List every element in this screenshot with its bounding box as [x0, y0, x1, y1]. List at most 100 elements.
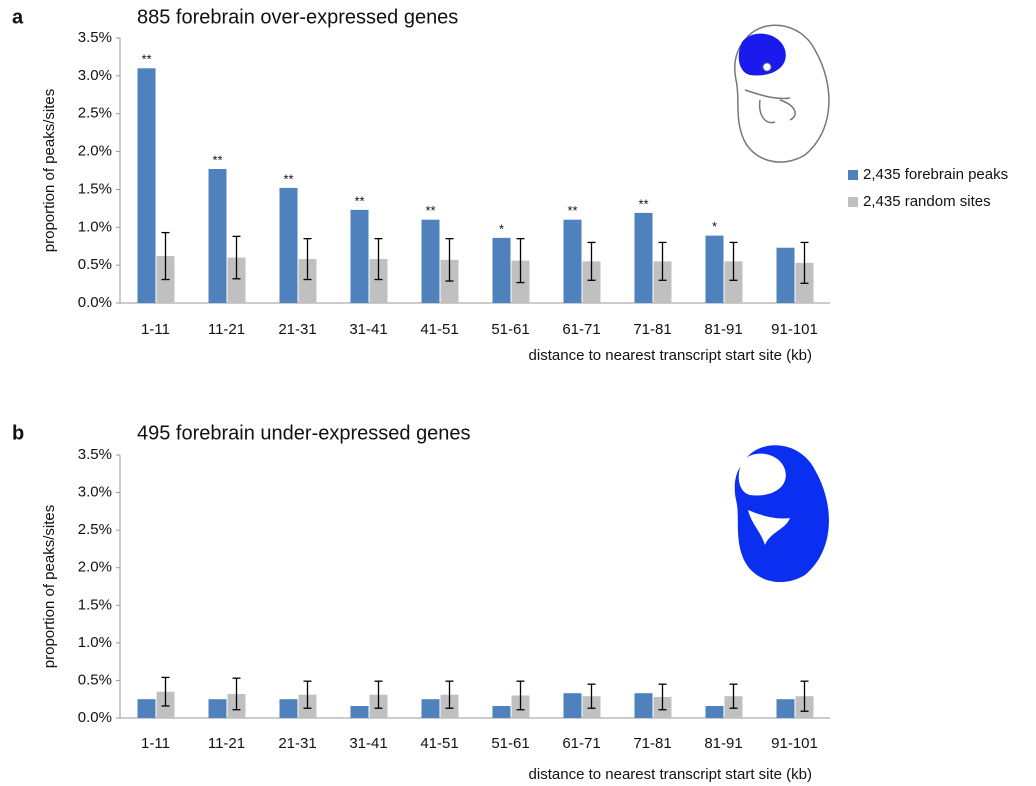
- y-tick-label: 1.0%: [78, 218, 112, 235]
- bar: [137, 699, 156, 718]
- significance-label: **: [638, 196, 648, 211]
- error-bar: [587, 241, 596, 281]
- error-bar: [729, 241, 738, 281]
- error-bar: [729, 683, 738, 709]
- significance-label: *: [499, 221, 504, 236]
- error-bar: [303, 237, 312, 281]
- x-tick-label: 51-61: [491, 735, 529, 752]
- y-tick-label: 3.0%: [78, 484, 112, 501]
- error-bar: [161, 231, 170, 281]
- y-tick-label: 1.0%: [78, 634, 112, 651]
- error-bar: [232, 235, 241, 280]
- x-tick-label: 11-21: [208, 735, 245, 752]
- y-tick-label: 3.0%: [78, 67, 112, 84]
- bar: [421, 219, 440, 303]
- significance-label: **: [354, 193, 364, 208]
- chart-title: 885 forebrain over-expressed genes: [137, 6, 458, 28]
- x-axis-label: distance to nearest transcript start sit…: [529, 766, 812, 783]
- x-tick-label: 71-81: [633, 735, 671, 752]
- x-tick-label: 31-41: [349, 735, 387, 752]
- x-tick-label: 61-71: [562, 735, 600, 752]
- x-tick-label: 61-71: [562, 321, 600, 338]
- significance-label: **: [567, 203, 577, 218]
- x-tick-label: 21-31: [278, 321, 316, 338]
- x-tick-label: 81-91: [704, 321, 742, 338]
- bar: [563, 693, 582, 718]
- x-tick-label: 71-81: [633, 321, 671, 338]
- x-tick-label: 91-101: [771, 321, 818, 338]
- bar: [563, 219, 582, 303]
- x-tick-label: 1-11: [141, 321, 170, 338]
- bar: [208, 699, 227, 718]
- x-tick-label: 31-41: [349, 321, 387, 338]
- y-tick-label: 2.5%: [78, 105, 112, 122]
- bar: [279, 699, 298, 718]
- y-tick-label: 2.0%: [78, 143, 112, 160]
- bar: [492, 705, 511, 718]
- chart-title: 495 forebrain under-expressed genes: [137, 422, 471, 444]
- x-tick-label: 21-31: [278, 735, 316, 752]
- panel-label: a: [12, 6, 24, 28]
- y-tick-label: 0.5%: [78, 256, 112, 273]
- y-tick-label: 0.0%: [78, 709, 112, 726]
- significance-label: **: [283, 171, 293, 186]
- x-tick-label: 41-51: [420, 735, 458, 752]
- x-tick-label: 1-11: [141, 735, 170, 752]
- y-tick-label: 2.0%: [78, 559, 112, 576]
- bar: [653, 261, 672, 303]
- bar: [298, 259, 317, 303]
- error-bar: [374, 680, 383, 709]
- bar: [492, 237, 511, 303]
- error-bar: [658, 683, 667, 711]
- x-tick-label: 11-21: [208, 321, 245, 338]
- x-tick-label: 81-91: [704, 735, 742, 752]
- bar: [350, 705, 369, 718]
- bar: [634, 212, 653, 303]
- x-tick-label: 51-61: [491, 321, 529, 338]
- bar: [705, 705, 724, 718]
- bar: [137, 68, 156, 304]
- bar: [208, 168, 227, 303]
- error-bar: [374, 237, 383, 281]
- y-tick-label: 2.5%: [78, 521, 112, 538]
- legend-label: 2,435 random sites: [863, 193, 991, 210]
- bar: [227, 257, 246, 303]
- legend-swatch: [848, 197, 858, 207]
- bar: [369, 259, 388, 303]
- y-tick-label: 1.5%: [78, 180, 112, 197]
- error-bar: [587, 683, 596, 709]
- error-bar: [658, 241, 667, 281]
- legend-label: 2,435 forebrain peaks: [863, 166, 1008, 183]
- error-bar: [445, 237, 454, 282]
- y-tick-label: 0.0%: [78, 294, 112, 311]
- significance-label: *: [712, 219, 717, 234]
- error-bar: [800, 680, 809, 712]
- x-tick-label: 91-101: [771, 735, 818, 752]
- bar: [421, 699, 440, 718]
- bar: [776, 247, 795, 303]
- error-bar: [303, 680, 312, 709]
- embryo-icon-a: [733, 24, 830, 163]
- bar: [582, 261, 601, 303]
- bar: [279, 187, 298, 303]
- bar: [350, 209, 369, 303]
- error-bar: [516, 680, 525, 711]
- significance-label: **: [212, 152, 222, 167]
- embryo-icon-b: [734, 445, 829, 583]
- error-bar: [445, 680, 454, 709]
- y-tick-label: 3.5%: [78, 446, 112, 463]
- bar: [634, 693, 653, 718]
- bar: [724, 261, 743, 303]
- panel-label: b: [12, 422, 24, 444]
- y-tick-label: 3.5%: [78, 29, 112, 46]
- significance-label: **: [141, 52, 151, 67]
- x-tick-label: 41-51: [420, 321, 458, 338]
- bar: [776, 699, 795, 718]
- error-bar: [232, 677, 241, 711]
- y-tick-label: 1.5%: [78, 596, 112, 613]
- y-tick-label: 0.5%: [78, 671, 112, 688]
- x-axis-label: distance to nearest transcript start sit…: [529, 347, 812, 364]
- significance-label: **: [425, 203, 435, 218]
- y-axis-label: proportion of peaks/sites: [41, 89, 58, 252]
